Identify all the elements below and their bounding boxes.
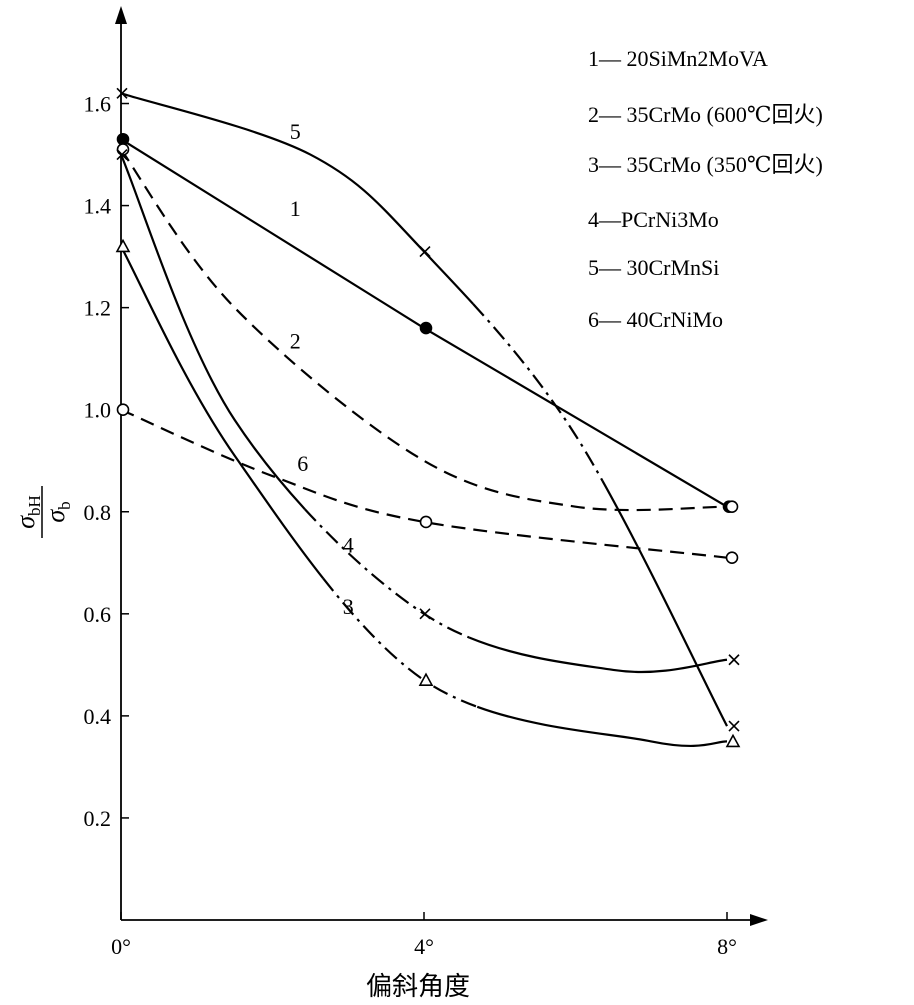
y-axis-title-denominator-symbol: σ	[41, 509, 70, 523]
y-tick-label-7: 1.6	[84, 92, 112, 117]
y-tick-label-0: 0.2	[84, 806, 112, 831]
y-axis-title-denominator-subscript: b	[55, 501, 74, 510]
series-4-label: 4	[343, 533, 354, 558]
curves	[119, 92, 728, 748]
x-tick-label-1: 4°	[414, 934, 434, 959]
series-4-marker-4	[728, 654, 740, 666]
series-4-marker-2	[419, 608, 431, 620]
y-axis-title-numerator-subscript: bH	[25, 495, 44, 516]
y-tick-label-3: 0.8	[84, 500, 112, 525]
x-axis-arrow	[750, 914, 768, 926]
y-tick-label-5: 1.2	[84, 296, 112, 321]
y-axis-title-numerator-symbol: σ	[11, 515, 40, 529]
series-5-segment-2	[120, 92, 728, 727]
series-6-marker-0	[116, 403, 130, 417]
series-4-segment-1	[119, 154, 728, 674]
y-axis-title-denominator: σb	[41, 501, 74, 522]
series-5-marker-0	[116, 87, 128, 99]
legend: 1— 20SiMn2MoVA 2— 35CrMo (600℃回火) 3— 35C…	[588, 46, 823, 332]
series-6-marker-2	[419, 515, 433, 529]
series-3-segment-0	[120, 245, 728, 748]
series-3-marker-4	[725, 733, 741, 748]
legend-entry-4: 4—PCrNi3Mo	[588, 207, 719, 232]
series-4-segment-0	[119, 154, 728, 674]
series-6-label: 6	[297, 451, 308, 476]
series-4-segment-2	[119, 154, 728, 674]
y-axis-title: σbH σb	[11, 486, 74, 538]
y-axis-title-numerator: σbH	[11, 495, 44, 529]
series-1-marker-1	[419, 321, 433, 335]
x-tick-label-0: 0°	[111, 934, 131, 959]
series-2-curve	[120, 148, 728, 512]
y-axis-arrow	[115, 6, 127, 24]
legend-entry-1: 1— 20SiMn2MoVA	[588, 46, 768, 71]
series-5-label: 5	[290, 119, 301, 144]
y-tick-label-1: 0.4	[84, 704, 112, 729]
series-3-segment-2	[120, 245, 728, 748]
legend-entry-5: 5— 30CrMnSi	[588, 255, 719, 280]
legend-entry-3: 3— 35CrMo (350℃回火)	[588, 152, 823, 177]
legend-entry-2: 2— 35CrMo (600℃回火)	[588, 102, 823, 127]
series-6-curve	[120, 408, 728, 559]
curve-labels: 1 2 3 4 5 6	[290, 119, 354, 619]
x-axis-title: 偏斜角度	[366, 972, 470, 1002]
series-3-marker-2	[418, 672, 434, 686]
series-5-segment-0	[120, 92, 728, 727]
y-tick-label-4: 1.0	[84, 398, 112, 423]
y-tick-label-2: 0.6	[84, 602, 112, 627]
series-2-marker-4	[725, 500, 739, 513]
series-4-marker-0	[116, 148, 128, 161]
legend-entry-6: 6— 40CrNiMo	[588, 307, 723, 332]
series-2-label: 2	[290, 328, 301, 353]
markers	[115, 87, 741, 748]
axes	[115, 6, 768, 926]
ticks: 0.2 0.4 0.6 0.8 1.0 1.2 1.4 1.6 0° 4° 8°	[84, 92, 737, 959]
series-5-marker-2	[419, 245, 431, 258]
series-3-marker-0	[115, 238, 131, 253]
series-5-segment-1	[120, 92, 728, 727]
series-1-label: 1	[290, 196, 301, 221]
series-3-label: 3	[343, 594, 354, 619]
x-tick-label-2: 8°	[717, 934, 737, 959]
y-tick-label-6: 1.4	[84, 194, 112, 219]
series-6-marker-3	[725, 551, 739, 564]
series-5-marker-4	[728, 720, 740, 732]
series-1-marker-0	[116, 132, 130, 146]
